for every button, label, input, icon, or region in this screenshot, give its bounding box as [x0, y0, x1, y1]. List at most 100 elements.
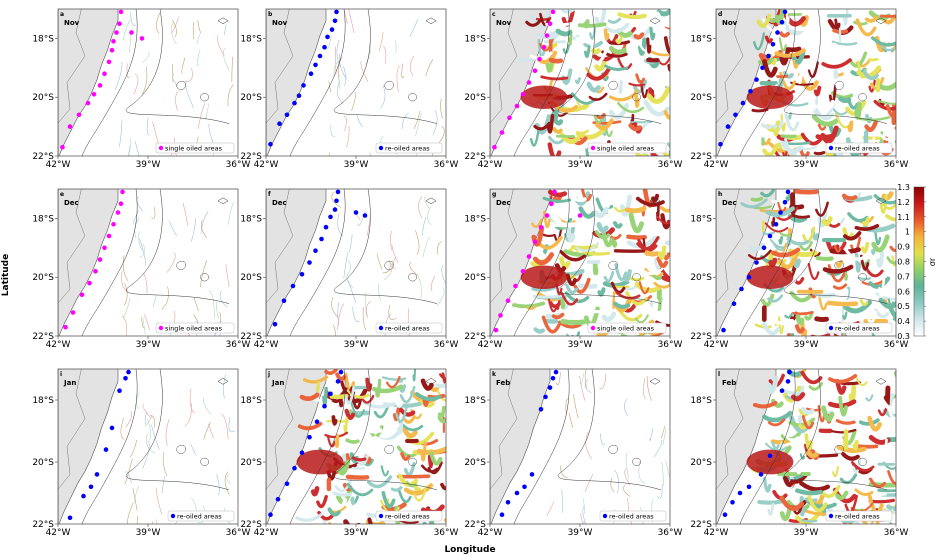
- field-streak: [350, 496, 356, 506]
- field-streak: [899, 107, 903, 122]
- field-streak: [767, 502, 775, 516]
- field-streak: [797, 70, 803, 85]
- streamline: [130, 439, 138, 458]
- bathymetry-contours: [81, 189, 230, 336]
- legend-box: [587, 142, 667, 154]
- field-streak: [753, 32, 766, 51]
- field-streak: [592, 262, 599, 276]
- oiled-area-point: [292, 465, 297, 471]
- streamline: [221, 413, 229, 440]
- field-streak: [668, 219, 670, 226]
- field-streak: [760, 123, 774, 130]
- field-streak: [821, 405, 835, 422]
- panel-letter: j: [267, 371, 270, 378]
- field-streak: [886, 504, 896, 512]
- oiled-area-point: [284, 481, 290, 487]
- streamline: [360, 60, 369, 83]
- field-streak: [350, 400, 365, 418]
- oiled-area-point: [746, 484, 752, 490]
- seamount-contour: [217, 197, 229, 205]
- colorbar-tick-label: 0.4: [897, 317, 910, 326]
- field-streak: [316, 494, 328, 509]
- oiled-area-point: [779, 388, 785, 394]
- field-streak: [432, 416, 443, 435]
- field-streak: [607, 17, 622, 24]
- field-streak: [661, 275, 670, 283]
- seamount-contour: [384, 444, 417, 466]
- field-streak: [783, 433, 799, 442]
- streamline: [144, 414, 153, 427]
- field-streak: [887, 470, 896, 485]
- bathymetry-contours: [739, 369, 888, 524]
- panel-letter: g: [492, 191, 496, 198]
- field-streak: [327, 507, 341, 517]
- contour: [81, 189, 138, 336]
- streamline: [146, 117, 150, 136]
- field-streak: [436, 389, 446, 402]
- field-streak: [782, 476, 795, 488]
- panel-month: Nov: [496, 19, 512, 27]
- field-streak: [748, 249, 772, 261]
- streamline: [139, 244, 145, 258]
- panel-letter: b: [268, 11, 273, 18]
- legend-label: re-oiled areas: [177, 513, 222, 521]
- streamline: [409, 261, 418, 276]
- colorbar-tick-label: 1: [905, 228, 910, 237]
- oiled-area-point: [314, 419, 320, 425]
- oiled-area-point: [529, 472, 535, 477]
- streamline: [226, 473, 232, 485]
- y-tick-label: 18°S: [240, 214, 262, 224]
- contour: [513, 369, 570, 524]
- x-tick-label: 42°W: [46, 160, 71, 170]
- oiled-area-point: [778, 210, 783, 215]
- field-streak: [643, 267, 664, 275]
- field-streak: [547, 189, 568, 198]
- red-plume: [296, 449, 344, 475]
- field-streak: [880, 44, 896, 52]
- land-area: [58, 9, 119, 156]
- streamline: [331, 191, 342, 208]
- streamline: [638, 460, 645, 484]
- y-tick-label: 22°S: [32, 152, 54, 162]
- red-plume: [746, 265, 794, 289]
- oiled-area-point: [76, 112, 82, 118]
- streamline: [231, 56, 234, 82]
- field-streak: [781, 9, 806, 27]
- field-streak: [444, 383, 446, 389]
- x-tick-label: 42°W: [46, 340, 71, 350]
- field-streak: [857, 276, 872, 281]
- field-streak: [364, 442, 386, 458]
- streamline: [208, 290, 215, 319]
- field-streak: [842, 311, 848, 320]
- field-streak: [577, 22, 607, 28]
- panel-letter: i: [60, 371, 62, 378]
- bathymetry-contours: [513, 189, 662, 336]
- oiled-area-point: [770, 42, 776, 47]
- field-streak: [798, 147, 810, 156]
- field-streak: [776, 74, 789, 79]
- streamline: [329, 152, 331, 156]
- field-streak: [762, 59, 778, 78]
- streamline: [348, 9, 355, 33]
- field-streak: [828, 373, 858, 384]
- streamline: [184, 403, 192, 427]
- contour: [513, 189, 570, 336]
- legend-box: [167, 510, 235, 522]
- field-streak: [841, 193, 858, 201]
- field-streak: [397, 422, 404, 435]
- oiled-area-point: [111, 222, 116, 227]
- field-streak: [413, 485, 428, 502]
- field-streak: [794, 324, 805, 334]
- field-streak: [806, 285, 828, 289]
- oiled-area-point: [106, 233, 112, 239]
- streamline: [401, 63, 405, 79]
- field-streak: [420, 441, 427, 462]
- streamline: [219, 290, 228, 308]
- streamline: [378, 31, 384, 52]
- oiled-area-point: [308, 71, 314, 76]
- y-tick-label: 20°S: [32, 458, 54, 468]
- field-streak: [773, 149, 792, 156]
- bathymetry-contours: [513, 9, 662, 156]
